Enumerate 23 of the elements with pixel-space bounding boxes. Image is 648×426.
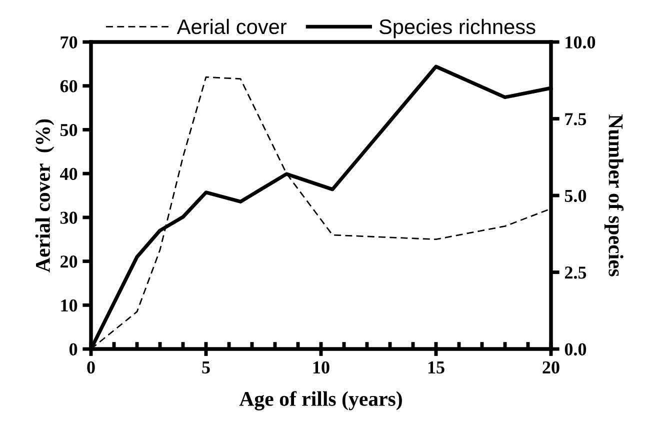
y-tick-label: 10 xyxy=(61,299,78,312)
y2-tick-label: 7.5 xyxy=(565,113,586,126)
y-tick-label: 50 xyxy=(60,124,78,136)
y2-tick-label: 10.0 xyxy=(566,36,596,49)
y-tick-label: 20 xyxy=(60,256,78,268)
x-tick-label: 20 xyxy=(542,361,560,374)
y2-tick-label: 2.5 xyxy=(564,266,586,279)
y-axis-title: Aerial cover (%) xyxy=(35,119,54,272)
x-tick-label: 5 xyxy=(202,362,210,374)
y-tick-label: 30 xyxy=(60,212,78,224)
legend-label: Aerial cover xyxy=(176,18,286,34)
y-tick-label: 70 xyxy=(60,36,78,48)
x-tick-label: 15 xyxy=(428,361,444,374)
y2-tick-label: 5.0 xyxy=(564,190,586,202)
y-tick-label: 40 xyxy=(60,168,78,180)
legend-label: Species richness xyxy=(379,18,536,38)
x-tick-label: 0 xyxy=(87,361,95,374)
x-axis-title: Age of rills (years) xyxy=(239,391,402,410)
x-tick-label: 10 xyxy=(313,361,330,374)
y2-axis-title: Number of species xyxy=(604,114,624,276)
y2-tick-label: 0.0 xyxy=(564,343,586,356)
y-tick-label: 0 xyxy=(69,343,78,356)
y-tick-label: 60 xyxy=(60,80,78,92)
